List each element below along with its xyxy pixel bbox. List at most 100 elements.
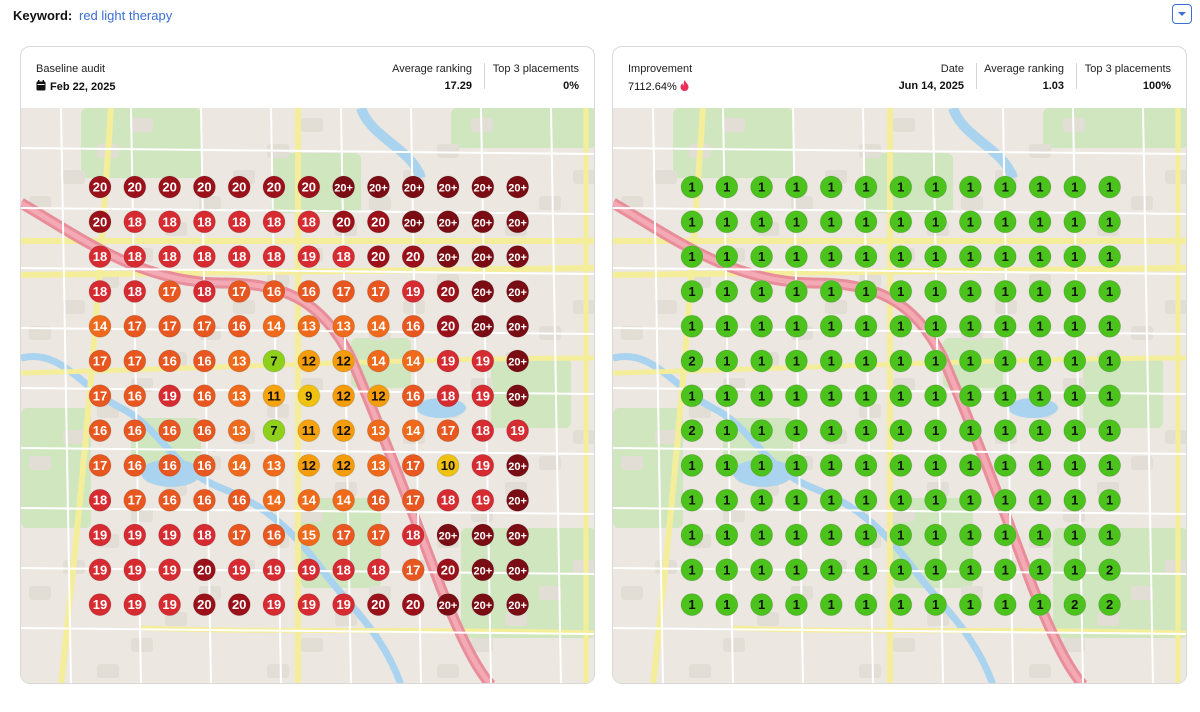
- rank-marker[interactable]: 1: [993, 314, 1017, 338]
- rank-marker[interactable]: 1: [1098, 384, 1122, 408]
- rank-marker[interactable]: 18: [192, 523, 216, 547]
- rank-marker[interactable]: 17: [401, 488, 425, 512]
- rank-marker[interactable]: 17: [123, 349, 147, 373]
- rank-marker[interactable]: 20+: [436, 210, 460, 234]
- rank-marker[interactable]: 1: [1028, 419, 1052, 443]
- rank-marker[interactable]: 1: [1098, 175, 1122, 199]
- rank-marker[interactable]: 16: [192, 384, 216, 408]
- rank-marker[interactable]: 18: [88, 488, 112, 512]
- rank-marker[interactable]: 1: [958, 349, 982, 373]
- rank-marker[interactable]: 1: [924, 314, 948, 338]
- keyword-dropdown-button[interactable]: [1172, 4, 1192, 24]
- rank-marker[interactable]: 1: [680, 453, 704, 477]
- rank-marker[interactable]: 1: [854, 210, 878, 234]
- rank-marker[interactable]: 1: [854, 523, 878, 547]
- rank-marker[interactable]: 16: [192, 349, 216, 373]
- rank-marker[interactable]: 20+: [401, 210, 425, 234]
- rank-marker[interactable]: 1: [1098, 349, 1122, 373]
- rank-marker[interactable]: 1: [889, 314, 913, 338]
- rank-marker[interactable]: 1: [784, 384, 808, 408]
- rank-marker[interactable]: 20: [227, 593, 251, 617]
- rank-marker[interactable]: 1: [924, 523, 948, 547]
- rank-marker[interactable]: 20+: [506, 245, 530, 269]
- rank-marker[interactable]: 1: [993, 245, 1017, 269]
- rank-marker[interactable]: 1: [819, 279, 843, 303]
- rank-marker[interactable]: 18: [88, 279, 112, 303]
- rank-marker[interactable]: 1: [819, 419, 843, 443]
- rank-marker[interactable]: 1: [715, 210, 739, 234]
- rank-marker[interactable]: 1: [1063, 523, 1087, 547]
- rank-marker[interactable]: 1: [854, 593, 878, 617]
- rank-marker[interactable]: 1: [993, 453, 1017, 477]
- rank-marker[interactable]: 1: [819, 488, 843, 512]
- rank-marker[interactable]: 16: [192, 453, 216, 477]
- keyword-value-link[interactable]: red light therapy: [79, 8, 173, 23]
- rank-marker[interactable]: 1: [819, 523, 843, 547]
- rank-marker[interactable]: 12: [332, 349, 356, 373]
- rank-marker[interactable]: 1: [715, 349, 739, 373]
- rank-marker[interactable]: 17: [158, 279, 182, 303]
- rank-marker[interactable]: 16: [123, 384, 147, 408]
- rank-marker[interactable]: 18: [123, 210, 147, 234]
- rank-marker[interactable]: 20+: [436, 175, 460, 199]
- rank-marker[interactable]: 1: [958, 593, 982, 617]
- rank-marker[interactable]: 1: [784, 558, 808, 582]
- rank-marker[interactable]: 1: [1063, 558, 1087, 582]
- rank-marker[interactable]: 19: [88, 593, 112, 617]
- rank-marker[interactable]: 1: [889, 279, 913, 303]
- rank-marker[interactable]: 18: [262, 245, 286, 269]
- rank-marker[interactable]: 1: [819, 349, 843, 373]
- rank-marker[interactable]: 1: [715, 384, 739, 408]
- rank-marker[interactable]: 12: [332, 453, 356, 477]
- rank-marker[interactable]: 7: [262, 349, 286, 373]
- rank-marker[interactable]: 19: [158, 558, 182, 582]
- rank-marker[interactable]: 14: [366, 349, 390, 373]
- rank-marker[interactable]: 20: [123, 175, 147, 199]
- rank-marker[interactable]: 1: [889, 558, 913, 582]
- rank-marker[interactable]: 17: [192, 314, 216, 338]
- rank-marker[interactable]: 19: [332, 593, 356, 617]
- rank-marker[interactable]: 1: [680, 245, 704, 269]
- rank-marker[interactable]: 13: [262, 453, 286, 477]
- rank-marker[interactable]: 19: [262, 558, 286, 582]
- rank-marker[interactable]: 7: [262, 419, 286, 443]
- rank-marker[interactable]: 1: [680, 384, 704, 408]
- rank-marker[interactable]: 18: [192, 279, 216, 303]
- rank-marker[interactable]: 2: [1098, 558, 1122, 582]
- rank-marker[interactable]: 1: [1098, 314, 1122, 338]
- rank-marker[interactable]: 12: [332, 419, 356, 443]
- rank-marker[interactable]: 16: [123, 453, 147, 477]
- rank-marker[interactable]: 1: [1098, 523, 1122, 547]
- rank-marker[interactable]: 16: [158, 488, 182, 512]
- rank-marker[interactable]: 18: [297, 210, 321, 234]
- rank-marker[interactable]: 19: [506, 419, 530, 443]
- rank-marker[interactable]: 17: [332, 523, 356, 547]
- rank-marker[interactable]: 1: [750, 558, 774, 582]
- rank-marker[interactable]: 1: [889, 523, 913, 547]
- rank-marker[interactable]: 1: [1028, 210, 1052, 234]
- rank-marker[interactable]: 14: [262, 488, 286, 512]
- rank-marker[interactable]: 1: [680, 314, 704, 338]
- rank-marker[interactable]: 11: [297, 419, 321, 443]
- rank-marker[interactable]: 18: [88, 245, 112, 269]
- rank-marker[interactable]: 16: [262, 523, 286, 547]
- rank-marker[interactable]: 1: [1063, 384, 1087, 408]
- rank-marker[interactable]: 17: [123, 314, 147, 338]
- rank-marker[interactable]: 13: [332, 314, 356, 338]
- rank-marker[interactable]: 1: [1028, 349, 1052, 373]
- rank-marker[interactable]: 1: [993, 419, 1017, 443]
- rank-marker[interactable]: 18: [158, 245, 182, 269]
- rank-marker[interactable]: 1: [819, 245, 843, 269]
- rank-marker[interactable]: 20+: [471, 314, 495, 338]
- rank-marker[interactable]: 1: [1028, 384, 1052, 408]
- rank-marker[interactable]: 16: [401, 314, 425, 338]
- rank-marker[interactable]: 14: [401, 419, 425, 443]
- rank-marker[interactable]: 20: [366, 593, 390, 617]
- rank-marker[interactable]: 1: [750, 419, 774, 443]
- rank-marker[interactable]: 18: [332, 558, 356, 582]
- rank-marker[interactable]: 1: [924, 175, 948, 199]
- rank-marker[interactable]: 1: [924, 558, 948, 582]
- rank-marker[interactable]: 20+: [436, 523, 460, 547]
- rank-marker[interactable]: 19: [297, 558, 321, 582]
- rank-marker[interactable]: 20: [227, 175, 251, 199]
